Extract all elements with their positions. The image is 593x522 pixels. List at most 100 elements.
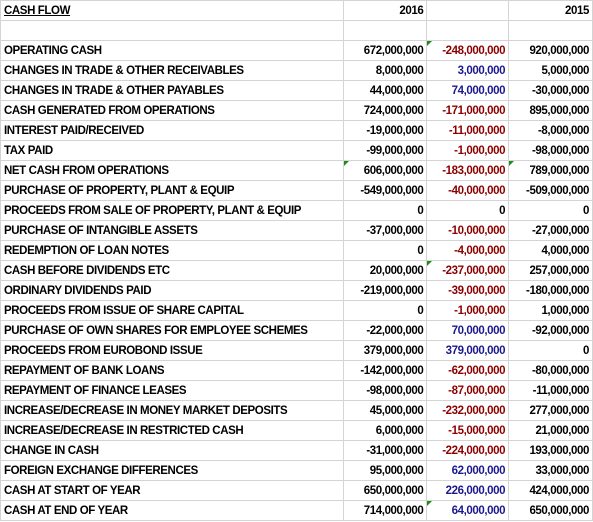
row-label[interactable]: PROCEEDS FROM ISSUE OF SHARE CAPITAL — [0, 300, 344, 321]
difference-header[interactable] — [426, 0, 510, 21]
difference-cell[interactable]: -40,000,000 — [426, 180, 510, 201]
row-label[interactable]: INCREASE/DECREASE IN MONEY MARKET DEPOSI… — [0, 400, 344, 421]
sheet-title[interactable]: CASH FLOW — [0, 0, 344, 21]
empty-cell[interactable] — [0, 20, 344, 41]
empty-cell[interactable] — [342, 20, 428, 41]
value-2015-cell[interactable]: 920,000,000 — [508, 40, 593, 61]
value-2015-cell[interactable]: 789,000,000 — [508, 160, 593, 181]
row-label[interactable]: PROCEEDS FROM EUROBOND ISSUE — [0, 340, 344, 361]
value-2016-cell[interactable]: 650,000,000 — [342, 480, 428, 501]
value-2015-cell[interactable]: -509,000,000 — [508, 180, 593, 201]
row-label[interactable]: REPAYMENT OF FINANCE LEASES — [0, 380, 344, 401]
row-label[interactable]: NET CASH FROM OPERATIONS — [0, 160, 344, 181]
value-2016-cell[interactable]: -99,000,000 — [342, 140, 428, 161]
difference-cell[interactable]: -11,000,000 — [426, 120, 510, 141]
value-2016-cell[interactable]: 0 — [342, 300, 428, 321]
difference-cell[interactable]: -39,000,000 — [426, 280, 510, 301]
value-2016-cell[interactable]: -31,000,000 — [342, 440, 428, 461]
value-2015-cell[interactable]: 1,000,000 — [508, 300, 593, 321]
value-2015-cell[interactable]: 5,000,000 — [508, 60, 593, 81]
value-2015-cell[interactable]: 193,000,000 — [508, 440, 593, 461]
value-2016-cell[interactable]: -19,000,000 — [342, 120, 428, 141]
row-label[interactable]: CHANGES IN TRADE & OTHER PAYABLES — [0, 80, 344, 101]
value-2015-cell[interactable]: -98,000,000 — [508, 140, 593, 161]
difference-cell[interactable]: -1,000,000 — [426, 300, 510, 321]
row-label[interactable]: CASH AT END OF YEAR — [0, 500, 344, 521]
difference-cell[interactable]: -232,000,000 — [426, 400, 510, 421]
row-label[interactable]: PURCHASE OF INTANGIBLE ASSETS — [0, 220, 344, 241]
value-2015-cell[interactable]: 0 — [508, 340, 593, 361]
empty-cell[interactable] — [426, 20, 510, 41]
difference-cell[interactable]: -183,000,000 — [426, 160, 510, 181]
value-2015-cell[interactable]: 277,000,000 — [508, 400, 593, 421]
difference-cell[interactable]: -15,000,000 — [426, 420, 510, 441]
difference-cell[interactable]: -237,000,000 — [426, 260, 510, 281]
value-2016-cell[interactable]: -98,000,000 — [342, 380, 428, 401]
row-label[interactable]: ORDINARY DIVIDENDS PAID — [0, 280, 344, 301]
value-2015-cell[interactable]: 895,000,000 — [508, 100, 593, 121]
row-label[interactable]: OPERATING CASH — [0, 40, 344, 61]
value-2015-cell[interactable]: 650,000,000 — [508, 500, 593, 521]
difference-cell[interactable]: 379,000,000 — [426, 340, 510, 361]
difference-cell[interactable]: -4,000,000 — [426, 240, 510, 261]
value-2016-cell[interactable]: -142,000,000 — [342, 360, 428, 381]
value-2016-cell[interactable]: 379,000,000 — [342, 340, 428, 361]
value-2015-cell[interactable]: 33,000,000 — [508, 460, 593, 481]
value-2015-cell[interactable]: -30,000,000 — [508, 80, 593, 101]
row-label[interactable]: TAX PAID — [0, 140, 344, 161]
difference-cell[interactable]: -224,000,000 — [426, 440, 510, 461]
difference-cell[interactable]: 3,000,000 — [426, 60, 510, 81]
value-2016-cell[interactable]: 95,000,000 — [342, 460, 428, 481]
value-2016-cell[interactable]: 724,000,000 — [342, 100, 428, 121]
row-label[interactable]: INTEREST PAID/RECEIVED — [0, 120, 344, 141]
difference-cell[interactable]: -248,000,000 — [426, 40, 510, 61]
difference-cell[interactable]: 70,000,000 — [426, 320, 510, 341]
row-label[interactable]: CHANGE IN CASH — [0, 440, 344, 461]
row-label[interactable]: REDEMPTION OF LOAN NOTES — [0, 240, 344, 261]
difference-cell[interactable]: -87,000,000 — [426, 380, 510, 401]
value-2015-cell[interactable]: -180,000,000 — [508, 280, 593, 301]
difference-cell[interactable]: 64,000,000 — [426, 500, 510, 521]
row-label[interactable]: PURCHASE OF PROPERTY, PLANT & EQUIP — [0, 180, 344, 201]
value-2015-cell[interactable]: 0 — [508, 200, 593, 221]
value-2016-cell[interactable]: 8,000,000 — [342, 60, 428, 81]
year-2016-header[interactable]: 2016 — [342, 0, 428, 21]
difference-cell[interactable]: -62,000,000 — [426, 360, 510, 381]
value-2016-cell[interactable]: 714,000,000 — [342, 500, 428, 521]
value-2016-cell[interactable]: 672,000,000 — [342, 40, 428, 61]
value-2015-cell[interactable]: -27,000,000 — [508, 220, 593, 241]
value-2016-cell[interactable]: 0 — [342, 200, 428, 221]
value-2015-cell[interactable]: -11,000,000 — [508, 380, 593, 401]
row-label[interactable]: PROCEEDS FROM SALE OF PROPERTY, PLANT & … — [0, 200, 344, 221]
difference-cell[interactable]: -1,000,000 — [426, 140, 510, 161]
difference-cell[interactable]: -10,000,000 — [426, 220, 510, 241]
row-label[interactable]: CHANGES IN TRADE & OTHER RECEIVABLES — [0, 60, 344, 81]
row-label[interactable]: PURCHASE OF OWN SHARES FOR EMPLOYEE SCHE… — [0, 320, 344, 341]
row-label[interactable]: FOREIGN EXCHANGE DIFFERENCES — [0, 460, 344, 481]
row-label[interactable]: INCREASE/DECREASE IN RESTRICTED CASH — [0, 420, 344, 441]
value-2016-cell[interactable]: 20,000,000 — [342, 260, 428, 281]
value-2016-cell[interactable]: 6,000,000 — [342, 420, 428, 441]
value-2016-cell[interactable]: -37,000,000 — [342, 220, 428, 241]
difference-cell[interactable]: 226,000,000 — [426, 480, 510, 501]
value-2016-cell[interactable]: 45,000,000 — [342, 400, 428, 421]
value-2015-cell[interactable]: 21,000,000 — [508, 420, 593, 441]
row-label[interactable]: CASH AT START OF YEAR — [0, 480, 344, 501]
difference-cell[interactable]: 62,000,000 — [426, 460, 510, 481]
empty-cell[interactable] — [508, 20, 593, 41]
value-2015-cell[interactable]: 4,000,000 — [508, 240, 593, 261]
year-2015-header[interactable]: 2015 — [508, 0, 593, 21]
value-2016-cell[interactable]: 0 — [342, 240, 428, 261]
value-2015-cell[interactable]: 257,000,000 — [508, 260, 593, 281]
value-2015-cell[interactable]: -80,000,000 — [508, 360, 593, 381]
difference-cell[interactable]: 0 — [426, 200, 510, 221]
value-2016-cell[interactable]: -549,000,000 — [342, 180, 428, 201]
row-label[interactable]: CASH GENERATED FROM OPERATIONS — [0, 100, 344, 121]
value-2016-cell[interactable]: -22,000,000 — [342, 320, 428, 341]
value-2015-cell[interactable]: -92,000,000 — [508, 320, 593, 341]
value-2015-cell[interactable]: -8,000,000 — [508, 120, 593, 141]
value-2016-cell[interactable]: 606,000,000 — [342, 160, 428, 181]
value-2016-cell[interactable]: -219,000,000 — [342, 280, 428, 301]
difference-cell[interactable]: 74,000,000 — [426, 80, 510, 101]
row-label[interactable]: CASH BEFORE DIVIDENDS ETC — [0, 260, 344, 281]
